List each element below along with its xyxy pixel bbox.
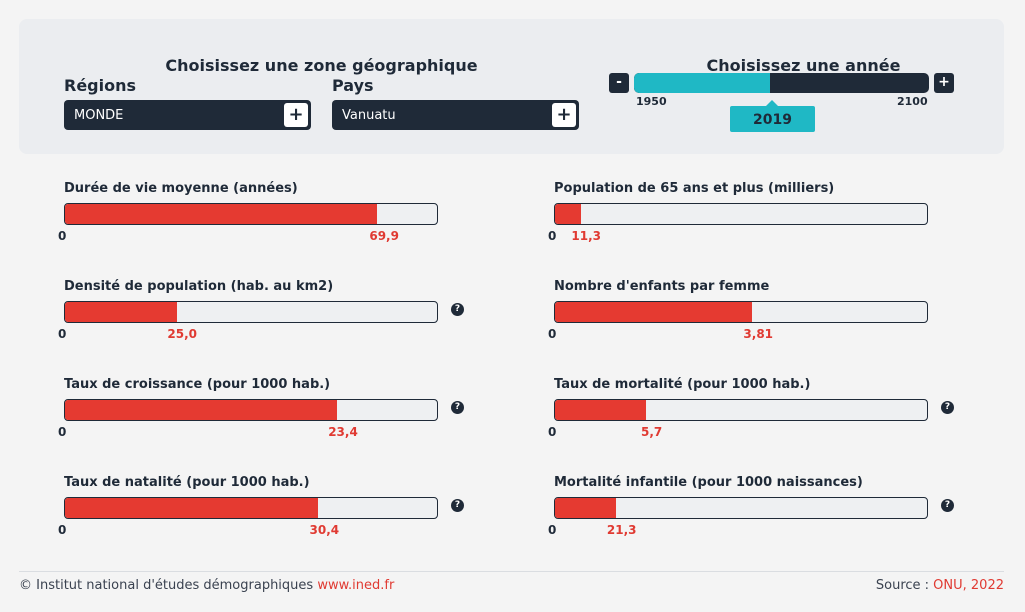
indicator-zero-label: 0 <box>548 229 557 243</box>
indicator-value-label: 3,81 <box>743 327 774 341</box>
indicator-bar <box>64 203 438 225</box>
help-icon[interactable]: ? <box>451 499 464 512</box>
zone-title: Choisissez une zone géographique <box>165 56 478 75</box>
indicator-bar-fill <box>65 498 318 518</box>
indicator-value-label: 5,7 <box>640 425 663 439</box>
indicator-zero-label: 0 <box>58 229 67 243</box>
regions-plus-button[interactable]: + <box>284 103 308 127</box>
regions-label: Régions <box>64 76 137 95</box>
footer-divider <box>19 571 1004 572</box>
indicator-value-label: 23,4 <box>328 425 358 439</box>
indicator-title: Nombre d'enfants par femme <box>554 279 770 294</box>
year-value-badge: 2019 <box>730 100 815 132</box>
indicator-bar-fill <box>555 204 582 224</box>
indicator-bar <box>64 399 438 421</box>
year-slider-fill <box>634 73 770 93</box>
year-slider[interactable] <box>634 73 929 93</box>
indicator-zero-label: 0 <box>58 523 67 537</box>
indicator-title: Mortalité infantile (pour 1000 naissance… <box>554 475 863 490</box>
help-icon[interactable]: ? <box>941 401 954 414</box>
indicator-title: Taux de croissance (pour 1000 hab.) <box>64 377 331 392</box>
indicator-zero-label: 0 <box>548 425 557 439</box>
slider-max-label: 2100 <box>897 95 928 108</box>
ined-link[interactable]: www.ined.fr <box>317 578 395 593</box>
indicator-zero-label: 0 <box>58 425 67 439</box>
indicator-bar <box>554 301 928 323</box>
help-icon[interactable]: ? <box>941 499 954 512</box>
indicator-bar-fill <box>65 302 177 322</box>
pays-select[interactable]: Vanuatu + <box>332 100 579 130</box>
indicator-zero-label: 0 <box>548 327 557 341</box>
footer-source: Source : ONU, 2022 <box>876 578 1004 593</box>
indicator-title: Population de 65 ans et plus (milliers) <box>554 181 835 196</box>
indicator-bar-fill <box>65 400 337 420</box>
regions-value: MONDE <box>74 108 124 123</box>
indicator-zero-label: 0 <box>548 523 557 537</box>
indicator-value-label: 11,3 <box>571 229 601 243</box>
year-increment-button[interactable]: + <box>934 73 954 93</box>
year-title: Choisissez une année <box>706 56 901 75</box>
indicator-value-label: 30,4 <box>309 523 340 537</box>
indicator-bar-fill <box>555 498 617 518</box>
pays-label: Pays <box>332 76 374 95</box>
indicator-value-label: 21,3 <box>606 523 637 537</box>
indicator-title: Taux de mortalité (pour 1000 hab.) <box>554 377 811 392</box>
copyright-text: © Institut national d'études démographiq… <box>19 578 318 593</box>
footer-copyright: © Institut national d'études démographiq… <box>19 578 394 593</box>
indicator-title: Durée de vie moyenne (années) <box>64 181 298 196</box>
help-icon[interactable]: ? <box>451 401 464 414</box>
source-prefix: Source : <box>875 578 934 593</box>
indicator-bar-fill <box>65 204 378 224</box>
indicator-bar <box>554 497 928 519</box>
pays-value: Vanuatu <box>342 108 396 123</box>
indicator-title: Taux de natalité (pour 1000 hab.) <box>64 475 310 490</box>
indicator-bar-fill <box>555 400 647 420</box>
indicator-title: Densité de population (hab. au km2) <box>64 279 334 294</box>
indicator-zero-label: 0 <box>58 327 67 341</box>
regions-select[interactable]: MONDE + <box>64 100 311 130</box>
year-decrement-button[interactable]: - <box>609 73 629 93</box>
indicator-value-label: 25,0 <box>167 327 197 341</box>
indicator-bar <box>554 203 928 225</box>
pays-plus-button[interactable]: + <box>552 103 576 127</box>
indicator-value-label: 69,9 <box>369 229 399 243</box>
slider-min-label: 1950 <box>636 95 667 108</box>
help-icon[interactable]: ? <box>451 303 464 316</box>
indicator-bar <box>64 497 438 519</box>
indicator-bar-fill <box>555 302 753 322</box>
indicator-bar <box>554 399 928 421</box>
source-link[interactable]: ONU, 2022 <box>933 578 1004 593</box>
indicator-bar <box>64 301 438 323</box>
